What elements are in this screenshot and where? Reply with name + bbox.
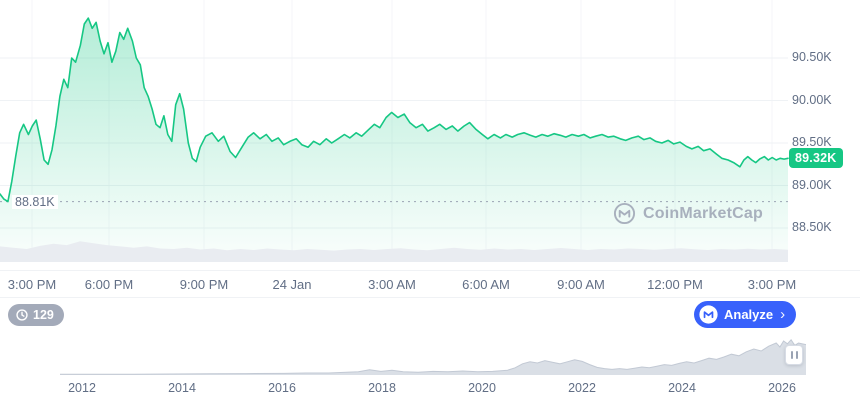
history-clock-icon (16, 309, 28, 321)
section-divider (0, 297, 860, 298)
x-axis-label: 3:00 PM (747, 277, 797, 292)
coinmarketcap-logo-icon (613, 202, 636, 225)
x-axis-label: 6:00 AM (462, 277, 510, 292)
history-count-badge[interactable]: 129 (8, 304, 64, 326)
year-label: 2016 (268, 381, 296, 395)
chart-axis-divider (0, 270, 860, 271)
history-count: 129 (33, 308, 54, 322)
y-axis-label: 88.50K (792, 220, 832, 234)
x-axis-label: 3:00 PM (7, 277, 57, 292)
handle-grip-line (795, 351, 798, 359)
year-label: 2024 (668, 381, 696, 395)
x-axis-label: 6:00 PM (84, 277, 134, 292)
price-chart[interactable] (0, 0, 860, 268)
year-label: 2022 (568, 381, 596, 395)
low-price-label: 88.81K (12, 195, 58, 209)
y-axis-label: 89.50K (792, 135, 832, 149)
watermark: CoinMarketCap (613, 202, 763, 225)
year-label: 2026 (768, 381, 796, 395)
chevron-right-icon: › (780, 306, 786, 323)
x-axis-label: 9:00 AM (557, 277, 605, 292)
year-label: 2014 (168, 381, 196, 395)
cmc-logo-icon (699, 305, 718, 324)
y-axis-label: 89.00K (792, 177, 832, 192)
current-price-badge: 89.32K (789, 148, 843, 168)
analyze-button[interactable]: Analyze › (694, 301, 797, 328)
year-label: 2018 (368, 381, 396, 395)
y-axis-label: 90.50K (792, 50, 832, 64)
y-axis-label: 90.00K (792, 92, 832, 107)
navigator-resize-handle[interactable] (785, 345, 803, 365)
x-axis-label: 12:00 PM (647, 277, 703, 292)
x-axis-label: 9:00 PM (179, 277, 229, 292)
x-axis-label: 3:00 AM (368, 277, 416, 292)
watermark-text: CoinMarketCap (643, 204, 763, 222)
year-label: 2012 (68, 381, 96, 395)
history-navigator-chart[interactable] (60, 331, 806, 377)
analyze-label: Analyze (724, 307, 774, 322)
handle-grip-line (790, 351, 793, 359)
year-label: 2020 (468, 381, 496, 395)
x-axis-label: 24 Jan (272, 277, 312, 292)
